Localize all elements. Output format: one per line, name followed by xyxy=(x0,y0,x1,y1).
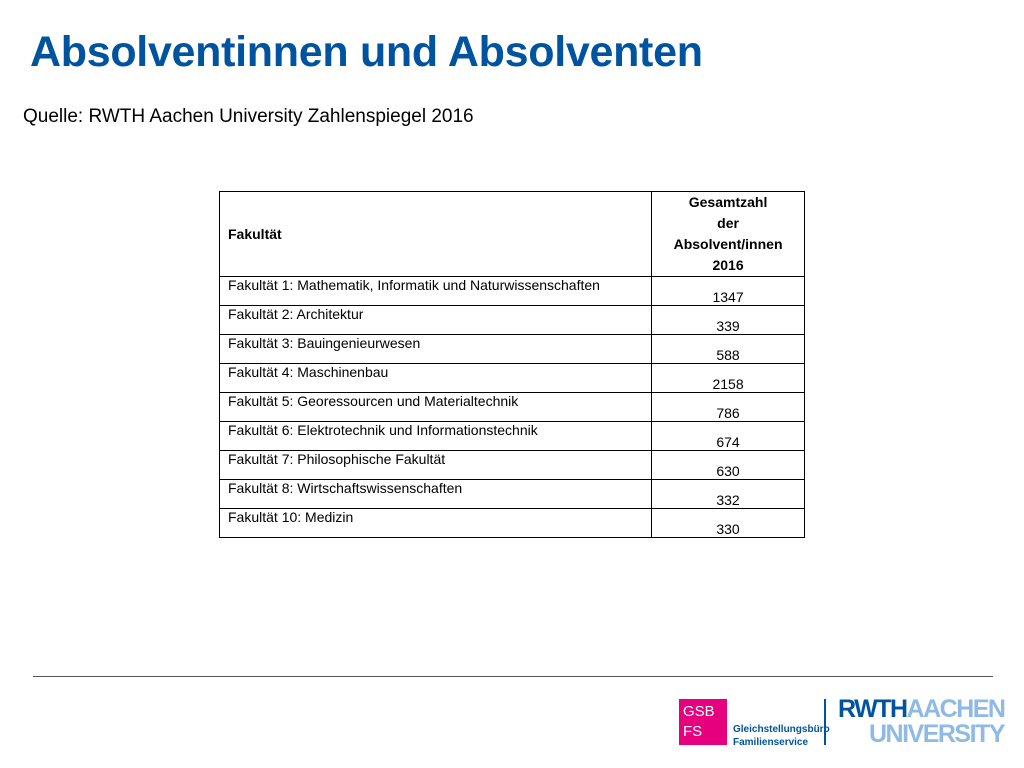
faculty-cell: Fakultät 6: Elektrotechnik und Informati… xyxy=(218,421,653,451)
table-row: Fakultät 4: Maschinenbau 2158 xyxy=(218,363,805,393)
gsb-logo: GSB FS xyxy=(679,699,727,745)
faculty-cell: Fakultät 2: Architektur xyxy=(218,305,653,335)
header-total-line: Absolvent/innen xyxy=(673,236,783,252)
table-header-row: Fakultät Gesamtzahl der Absolvent/innen … xyxy=(218,191,805,277)
header-total: Gesamtzahl der Absolvent/innen 2016 xyxy=(651,191,805,277)
rwth-logo-rwth: RWTH xyxy=(838,695,908,723)
rwth-logo-line-1: RWTHAACHEN xyxy=(838,697,1014,722)
footer-divider xyxy=(33,676,993,677)
total-cell: 674 xyxy=(651,421,805,451)
table-row: Fakultät 5: Georessourcen und Materialte… xyxy=(218,392,805,422)
table-row: Fakultät 3: Bauingenieurwesen 588 xyxy=(218,334,805,364)
gsb-text-line: Familienservice xyxy=(733,737,809,748)
total-cell: 339 xyxy=(651,305,805,335)
source-note: Quelle: RWTH Aachen University Zahlenspi… xyxy=(23,106,474,127)
total-cell: 2158 xyxy=(651,363,805,393)
total-cell: 588 xyxy=(651,334,805,364)
total-cell: 1347 xyxy=(651,276,805,306)
table-row: Fakultät 2: Architektur 339 xyxy=(218,305,805,335)
faculty-cell: Fakultät 8: Wirtschaftswissenschaften xyxy=(218,479,653,509)
table-row: Fakultät 8: Wirtschaftswissenschaften 33… xyxy=(218,479,805,509)
faculty-cell: Fakultät 3: Bauingenieurwesen xyxy=(218,334,653,364)
total-cell: 330 xyxy=(651,508,805,538)
gsb-office-name: Gleichstellungsbüro Familienservice xyxy=(733,723,830,749)
logo-separator xyxy=(824,699,826,745)
header-faculty: Fakultät xyxy=(218,191,653,277)
gsb-logo-line: GSB xyxy=(683,703,715,720)
gsb-logo-line: FS xyxy=(683,723,703,740)
graduates-table: Fakultät Gesamtzahl der Absolvent/innen … xyxy=(218,191,805,538)
header-total-line: 2016 xyxy=(712,257,744,273)
rwth-logo-university: UNIVERSITY xyxy=(868,720,1006,748)
faculty-cell: Fakultät 5: Georessourcen und Materialte… xyxy=(218,392,653,422)
table-row: Fakultät 10: Medizin 330 xyxy=(218,508,805,538)
header-total-line: Gesamtzahl xyxy=(688,194,768,210)
total-cell: 630 xyxy=(651,450,805,480)
faculty-cell: Fakultät 4: Maschinenbau xyxy=(218,363,653,393)
header-total-line: der xyxy=(717,215,739,231)
table-row: Fakultät 6: Elektrotechnik und Informati… xyxy=(218,421,805,451)
table-row: Fakultät 1: Mathematik, Informatik und N… xyxy=(218,276,805,306)
total-cell: 332 xyxy=(651,479,805,509)
rwth-logo-aachen: AACHEN xyxy=(906,695,1006,723)
table-row: Fakultät 7: Philosophische Fakultät 630 xyxy=(218,450,805,480)
page-title: Absolventinnen und Absolventen xyxy=(30,28,703,76)
total-cell: 786 xyxy=(651,392,805,422)
faculty-cell: Fakultät 7: Philosophische Fakultät xyxy=(218,450,653,480)
rwth-logo: RWTHAACHEN UNIVERSITY xyxy=(838,697,1014,747)
faculty-cell: Fakultät 1: Mathematik, Informatik und N… xyxy=(218,276,653,306)
gsb-text-line: Gleichstellungsbüro xyxy=(733,724,830,735)
faculty-cell: Fakultät 10: Medizin xyxy=(218,508,653,538)
